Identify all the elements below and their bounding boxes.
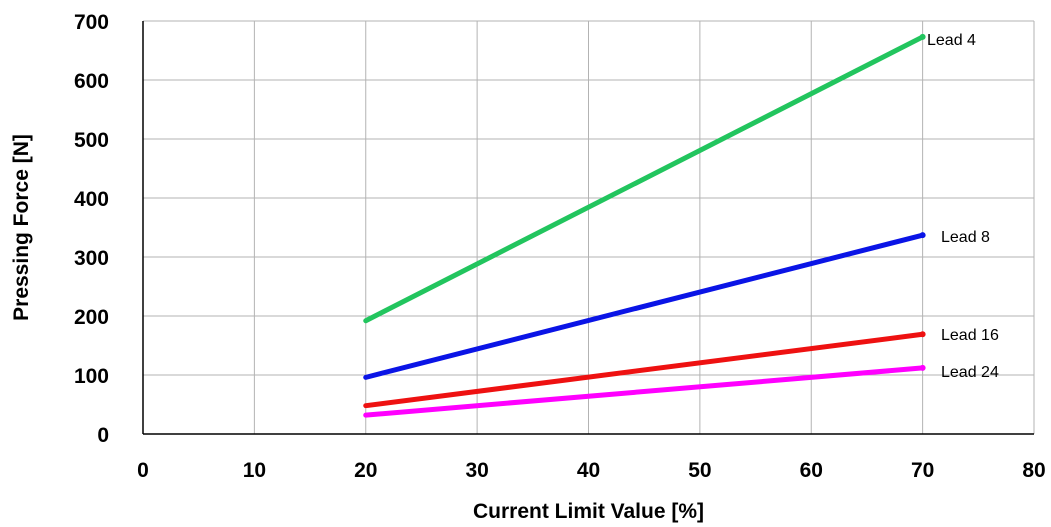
x-tick-label: 50 <box>688 459 711 482</box>
x-tick-label: 30 <box>465 459 488 482</box>
y-axis-label: Pressing Force [N] <box>10 134 33 321</box>
x-tick-labels: 0 10 20 30 40 50 60 70 80 <box>137 459 1046 482</box>
x-tick-label: 70 <box>911 459 934 482</box>
x-tick-label: 0 <box>137 459 149 482</box>
axes <box>142 20 1035 435</box>
y-tick-label: 100 <box>74 365 109 388</box>
series-line-lead-4 <box>363 34 926 324</box>
y-tick-label: 400 <box>74 188 109 211</box>
series-lines <box>363 33 926 418</box>
series-label: Lead 16 <box>941 327 999 344</box>
series-end-point <box>919 33 926 40</box>
y-tick-label: 0 <box>97 424 109 447</box>
x-tick-label: 20 <box>354 459 377 482</box>
x-tick-label: 40 <box>577 459 600 482</box>
y-tick-label: 700 <box>74 11 109 34</box>
y-tick-labels: 0 100 200 300 400 500 600 700 <box>74 11 109 447</box>
series-line-lead-8 <box>363 232 926 380</box>
x-tick-label: 10 <box>243 459 266 482</box>
series-end-point <box>919 364 926 371</box>
series-end-point <box>919 232 926 239</box>
x-tick-label: 60 <box>800 459 823 482</box>
series-line-lead-24 <box>363 365 926 418</box>
x-axis-label: Current Limit Value [%] <box>473 500 704 523</box>
y-tick-label: 200 <box>74 306 109 329</box>
y-tick-label: 500 <box>74 129 109 152</box>
x-tick-label: 80 <box>1022 459 1045 482</box>
series-label: Lead 8 <box>941 229 990 246</box>
series-labels: Lead 4 Lead 8 Lead 16 Lead 24 <box>927 32 999 381</box>
y-tick-label: 600 <box>74 70 109 93</box>
series-label: Lead 4 <box>927 32 976 49</box>
series-line-lead-16 <box>363 331 926 409</box>
series-label: Lead 24 <box>941 364 999 381</box>
y-tick-label: 300 <box>74 247 109 270</box>
series-end-point <box>919 331 926 338</box>
